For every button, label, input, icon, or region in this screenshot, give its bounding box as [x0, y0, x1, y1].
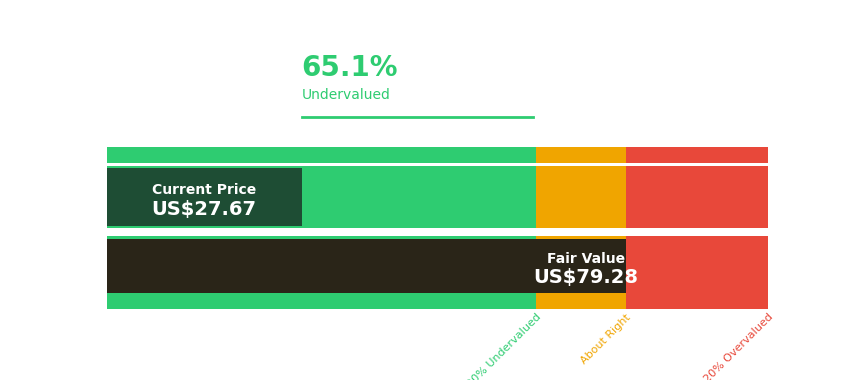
- Text: Undervalued: Undervalued: [302, 88, 390, 102]
- Bar: [106, 236, 536, 296]
- Text: 20% Undervalued: 20% Undervalued: [465, 312, 543, 380]
- Text: Current Price: Current Price: [152, 183, 256, 196]
- Text: About Right: About Right: [579, 312, 632, 366]
- Text: US$79.28: US$79.28: [532, 268, 637, 287]
- Bar: [106, 147, 536, 163]
- Bar: [106, 166, 536, 228]
- Bar: [106, 239, 625, 293]
- Text: 20% Overvalued: 20% Overvalued: [701, 312, 774, 380]
- Bar: [625, 166, 767, 228]
- Bar: [536, 166, 625, 228]
- Bar: [536, 296, 625, 309]
- Bar: [625, 147, 767, 163]
- Bar: [106, 168, 302, 226]
- Bar: [106, 296, 536, 309]
- Text: Fair Value: Fair Value: [546, 252, 625, 266]
- Bar: [625, 296, 767, 309]
- Bar: [625, 236, 767, 296]
- Bar: [536, 147, 625, 163]
- Text: 65.1%: 65.1%: [302, 54, 398, 82]
- Text: US$27.67: US$27.67: [152, 200, 256, 219]
- Bar: [536, 236, 625, 296]
